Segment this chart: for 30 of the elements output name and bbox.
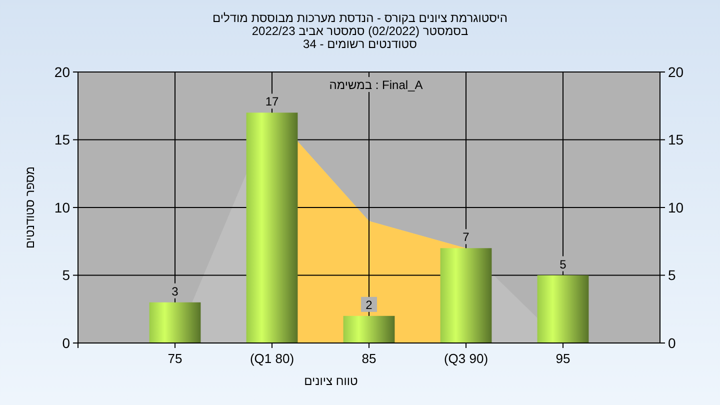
y-tick-label: 0 — [62, 334, 70, 351]
y2-tick-label: 20 — [668, 64, 684, 80]
x-tick-label: (Q1 80) — [250, 351, 294, 366]
data-label: 7 — [462, 230, 470, 244]
y2-tick-label: 15 — [668, 132, 684, 148]
x-tick-label: 95 — [556, 351, 570, 366]
y-tick-label: 20 — [54, 64, 70, 80]
y-axis-title: מספר סטודנטים — [23, 166, 37, 249]
x-tick-label: 75 — [168, 351, 182, 366]
x-axis-title: טווח ציונים — [304, 374, 358, 388]
y-tick-label: 10 — [54, 199, 70, 216]
chart-subtitle: בסמסטר (02/2022) סמסטר אביב 2022/23 סטודנטים רשומים - 34 — [252, 24, 468, 51]
annotation: במשימה : Final_A — [329, 78, 423, 92]
y-tick-label: 15 — [54, 132, 70, 148]
bar — [149, 302, 201, 343]
chart-title: היסטוגרמת ציונים בקורס - הנדסת מערכות מבוססת מודלים — [212, 11, 508, 25]
bar — [246, 112, 298, 343]
y2-tick-label: 0 — [668, 334, 676, 351]
x-tick-label: (Q3 90) — [444, 351, 488, 366]
bar — [440, 248, 492, 343]
data-label: 3 — [172, 284, 179, 298]
x-tick-label: 85 — [362, 351, 376, 366]
bar — [343, 316, 395, 343]
y-tick-label: 5 — [62, 267, 70, 284]
data-label: 5 — [560, 257, 567, 272]
data-label: 2 — [366, 298, 373, 312]
data-label: 17 — [265, 94, 279, 109]
y2-tick-label: 10 — [668, 199, 684, 216]
bar — [537, 275, 589, 343]
y2-tick-label: 5 — [668, 267, 676, 284]
